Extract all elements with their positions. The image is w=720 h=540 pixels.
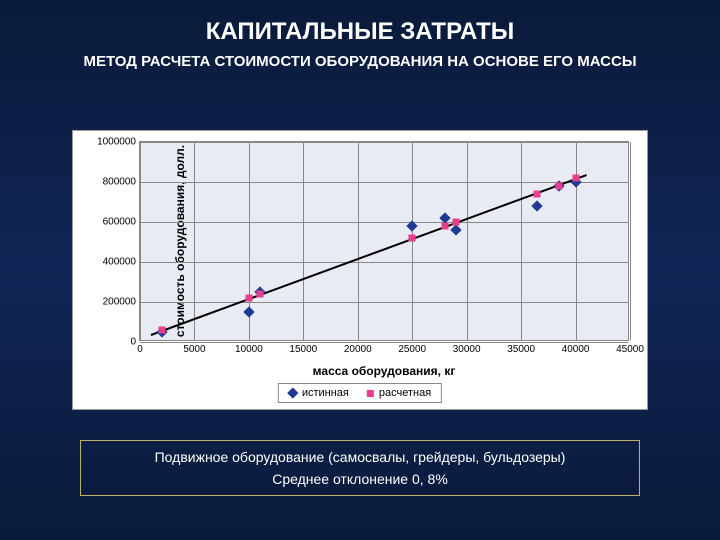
gridline-h (140, 262, 628, 263)
caption-box: Подвижное оборудование (самосвалы, грейд… (80, 440, 640, 496)
gridline-h (140, 342, 628, 343)
square-marker (409, 235, 416, 242)
diamond-icon (287, 387, 298, 398)
square-marker (256, 291, 263, 298)
plot-area: стоимость оборудования, долл. масса обор… (139, 141, 629, 341)
xtick-label: 5000 (183, 344, 205, 355)
legend-item-true: истинная (289, 387, 349, 399)
xtick-label: 0 (137, 344, 143, 355)
ytick-label: 0 (130, 337, 136, 348)
square-marker (441, 223, 448, 230)
gridline-v (467, 142, 468, 340)
caption-line-2: Среднее отклонение 0, 8% (93, 471, 627, 487)
gridline-v (303, 142, 304, 340)
square-marker (534, 191, 541, 198)
gridline-v (576, 142, 577, 340)
diamond-marker (532, 200, 543, 211)
gridline-h (140, 222, 628, 223)
xtick-label: 25000 (398, 344, 426, 355)
xtick-label: 15000 (289, 344, 317, 355)
xtick-label: 20000 (344, 344, 372, 355)
xtick-label: 45000 (616, 344, 644, 355)
y-axis-label: стоимость оборудования, долл. (173, 145, 187, 337)
square-marker (245, 295, 252, 302)
diamond-marker (243, 306, 254, 317)
slide-title: КАПИТАЛЬНЫЕ ЗАТРАТЫ (0, 0, 720, 46)
gridline-h (140, 302, 628, 303)
caption-line-1: Подвижное оборудование (самосвалы, грейд… (93, 449, 627, 465)
gridline-h (140, 142, 628, 143)
slide-subtitle: МЕТОД РАСЧЕТА СТОИМОСТИ ОБОРУДОВАНИЯ НА … (0, 46, 720, 72)
gridline-v (358, 142, 359, 340)
gridline-v (140, 142, 141, 340)
xtick-label: 35000 (507, 344, 535, 355)
chart-legend: истинная расчетная (278, 383, 442, 403)
xtick-label: 10000 (235, 344, 263, 355)
chart-panel: стоимость оборудования, долл. масса обор… (72, 130, 648, 410)
xtick-label: 30000 (453, 344, 481, 355)
ytick-label: 400000 (103, 257, 136, 268)
legend-label-calc: расчетная (379, 387, 431, 399)
ytick-label: 600000 (103, 217, 136, 228)
gridline-v (630, 142, 631, 340)
legend-item-calc: расчетная (367, 387, 431, 399)
square-marker (452, 219, 459, 226)
ytick-label: 200000 (103, 297, 136, 308)
square-marker (572, 175, 579, 182)
x-axis-label: масса оборудования, кг (313, 364, 456, 378)
square-marker (556, 183, 563, 190)
gridline-v (521, 142, 522, 340)
ytick-label: 800000 (103, 177, 136, 188)
xtick-label: 40000 (562, 344, 590, 355)
ytick-label: 1000000 (97, 137, 136, 148)
square-marker (158, 327, 165, 334)
legend-label-true: истинная (302, 387, 349, 399)
diamond-marker (450, 224, 461, 235)
square-icon (367, 390, 374, 397)
gridline-v (194, 142, 195, 340)
